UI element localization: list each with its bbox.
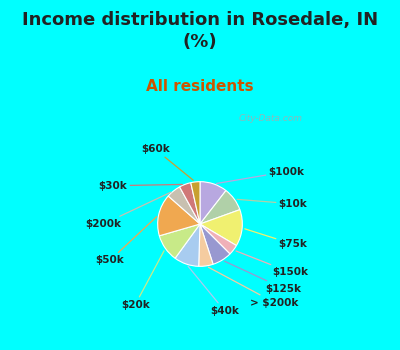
Text: $20k: $20k xyxy=(121,251,164,310)
Wedge shape xyxy=(200,224,230,264)
Text: $75k: $75k xyxy=(245,229,308,249)
Text: All residents: All residents xyxy=(146,79,254,94)
Wedge shape xyxy=(191,182,200,224)
Text: $10k: $10k xyxy=(237,199,307,209)
Text: $100k: $100k xyxy=(216,167,304,183)
Wedge shape xyxy=(200,224,236,254)
Text: $125k: $125k xyxy=(225,261,302,294)
Wedge shape xyxy=(200,210,242,246)
Wedge shape xyxy=(199,224,213,266)
Wedge shape xyxy=(175,224,200,266)
Text: $60k: $60k xyxy=(141,145,193,180)
Wedge shape xyxy=(200,182,226,224)
Text: $200k: $200k xyxy=(85,192,171,229)
Text: $40k: $40k xyxy=(188,266,239,316)
Wedge shape xyxy=(180,183,200,224)
Text: $30k: $30k xyxy=(99,181,182,191)
Text: > $200k: > $200k xyxy=(208,267,299,308)
Wedge shape xyxy=(158,196,200,236)
Text: City-Data.com: City-Data.com xyxy=(238,114,302,122)
Wedge shape xyxy=(168,187,200,224)
Text: Income distribution in Rosedale, IN
(%): Income distribution in Rosedale, IN (%) xyxy=(22,11,378,51)
Text: $50k: $50k xyxy=(96,217,157,265)
Wedge shape xyxy=(159,224,200,258)
Wedge shape xyxy=(200,190,240,224)
Text: $150k: $150k xyxy=(236,251,308,278)
